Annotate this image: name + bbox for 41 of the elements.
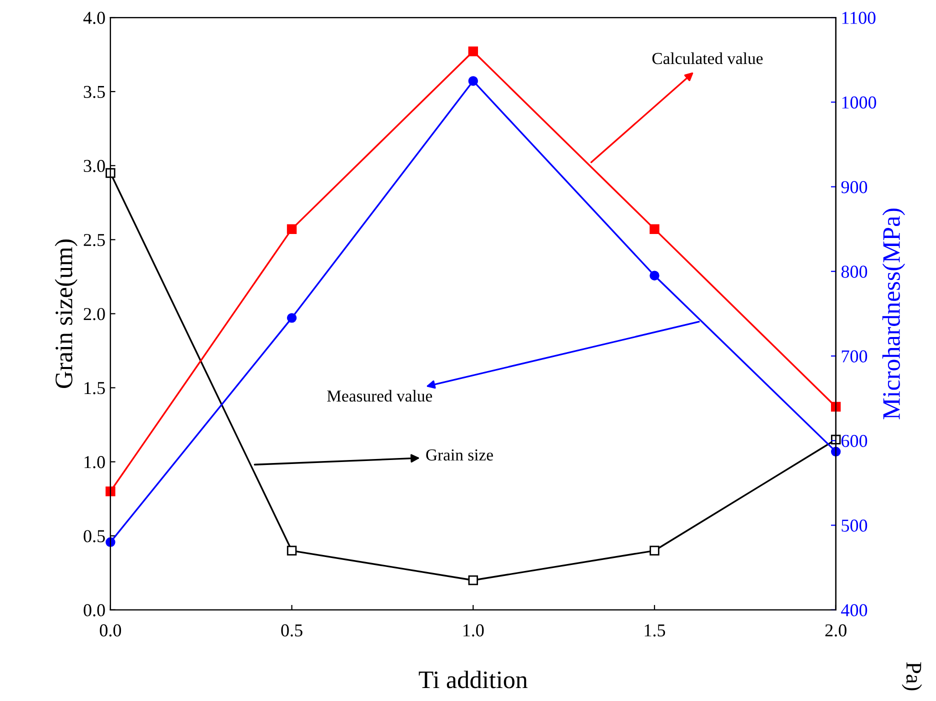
point bbox=[286, 546, 297, 556]
x-tick-label: 0.5 bbox=[281, 624, 302, 637]
x-tick-label: 2.0 bbox=[825, 624, 846, 637]
point bbox=[468, 575, 478, 586]
point bbox=[106, 168, 116, 178]
y2-axis-title: Microhardness(MPa) bbox=[882, 208, 906, 420]
y-tick-label: 3.5 bbox=[84, 86, 105, 98]
y2-tick-label: 900 bbox=[841, 181, 868, 194]
point bbox=[650, 224, 660, 234]
point bbox=[830, 434, 841, 444]
y-tick-label: 4.0 bbox=[83, 12, 105, 24]
y-tick-label: 1.5 bbox=[84, 382, 105, 394]
point bbox=[650, 270, 660, 280]
text: Pa) bbox=[902, 662, 922, 690]
y2-tick-label: 800 bbox=[841, 266, 868, 278]
y2-tick-label: 400 bbox=[841, 604, 868, 616]
x-tick-label: 0.0 bbox=[100, 624, 122, 637]
y2-tick-label: 600 bbox=[841, 434, 868, 448]
y-tick-label: 0.5 bbox=[84, 530, 105, 542]
annotation: Measured value bbox=[327, 390, 432, 402]
point bbox=[468, 76, 478, 86]
y-tick-label: 2.5 bbox=[84, 234, 105, 246]
annotation: Grain size bbox=[426, 449, 493, 461]
annotation: Calculated value bbox=[652, 52, 763, 64]
y-tick-label: 3.0 bbox=[84, 160, 105, 172]
point bbox=[286, 224, 297, 234]
y-tick-label: 0.0 bbox=[84, 604, 105, 616]
point bbox=[106, 486, 116, 496]
y2-tick-label: 1100 bbox=[842, 12, 876, 24]
y-axis-title: Grain size(um) bbox=[54, 239, 78, 388]
point bbox=[650, 546, 660, 556]
x-tick-label: 1.5 bbox=[644, 624, 666, 637]
x-tick-label: 1.0 bbox=[463, 624, 484, 637]
y2-tick-label: 500 bbox=[842, 520, 868, 532]
y2-tick-label: 1000 bbox=[842, 96, 876, 109]
point bbox=[286, 313, 297, 323]
x-axis-title: Ti addition bbox=[418, 670, 528, 688]
y-tick-label: 1.0 bbox=[84, 456, 105, 468]
y2-tick-label: 700 bbox=[842, 350, 868, 362]
y-tick-label: 2.0 bbox=[84, 308, 105, 320]
point bbox=[468, 46, 478, 56]
